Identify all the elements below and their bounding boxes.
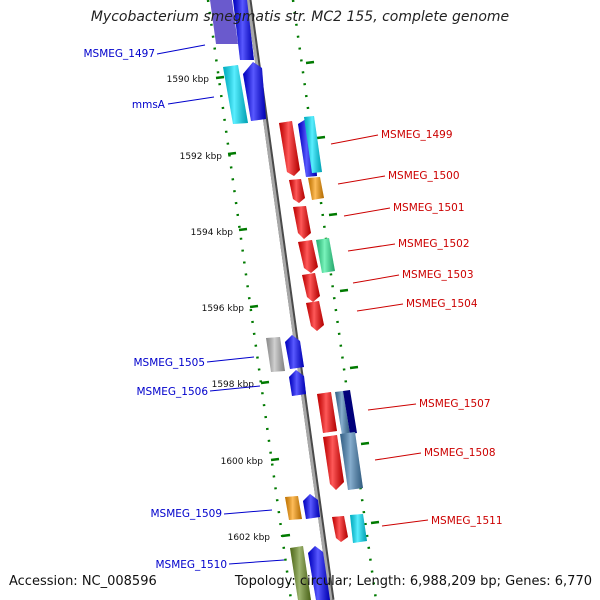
gene-feature[interactable] [266,337,285,372]
kbp-tick-marks [215,75,291,538]
gene-feature[interactable] [306,301,324,331]
genome-summary-text: Topology: circular; Length: 6,988,209 bp… [234,574,592,589]
gene-label[interactable]: MSMEG_1497 [83,48,155,60]
gene-feature[interactable] [343,390,357,434]
gene-feature[interactable] [233,0,254,60]
accession-text: Accession: NC_008596 [9,574,157,589]
gene-label[interactable]: MSMEG_1509 [150,508,222,520]
gene-label[interactable]: MSMEG_1502 [398,238,470,250]
gene-label[interactable]: MSMEG_1499 [381,129,453,141]
gene-feature[interactable] [350,514,367,543]
left-gene-labels: MSMEG_1497 mmsA MSMEG_1505 MSMEG_1506 MS… [83,48,227,571]
gene-label[interactable]: MSMEG_1507 [419,398,491,410]
gene-feature[interactable] [223,65,248,124]
minor-tick-marks [305,60,380,525]
kbp-label: 1602 kbp [228,533,271,543]
gene-label[interactable]: MSMEG_1508 [424,447,496,459]
gene-feature[interactable] [335,391,350,435]
gene-feature[interactable] [308,546,330,600]
gene-feature[interactable] [285,335,304,369]
gene-label[interactable]: MSMEG_1505 [133,357,205,369]
map-title: Mycobacterium smegmatis str. MC2 155, co… [90,9,510,25]
gene-feature[interactable] [317,392,337,433]
gene-feature[interactable] [302,273,320,302]
gene-feature[interactable] [289,179,305,203]
gene-label[interactable]: MSMEG_1500 [388,170,460,182]
scale-track-right [291,0,378,600]
gene-label[interactable]: MSMEG_1510 [155,559,227,571]
gene-feature[interactable] [285,496,302,520]
gene-feature[interactable] [293,206,311,239]
gene-feature[interactable] [210,0,238,44]
kbp-label: 1594 kbp [191,228,234,238]
right-leader-lines [330,134,429,527]
gene-feature[interactable] [332,516,348,542]
scale-track-left [206,0,293,600]
gene-label[interactable]: mmsA [132,99,166,111]
gene-feature[interactable] [279,121,300,176]
gene-feature[interactable] [323,435,344,490]
kbp-label: 1600 kbp [221,457,264,467]
gene-label[interactable]: MSMEG_1503 [402,269,474,281]
gene-feature[interactable] [298,240,318,273]
gene-label[interactable]: MSMEG_1506 [136,386,208,398]
gene-feature[interactable] [243,62,266,121]
gene-label[interactable]: MSMEG_1511 [431,515,503,527]
gene-feature[interactable] [303,494,320,519]
gene-feature[interactable] [340,432,363,490]
gene-features [210,0,367,600]
gene-label[interactable]: MSMEG_1504 [406,298,478,310]
gene-feature[interactable] [304,116,322,173]
right-gene-labels: MSMEG_1499 MSMEG_1500 MSMEG_1501 MSMEG_1… [381,129,503,527]
kbp-label: 1598 kbp [212,380,255,390]
gene-label[interactable]: MSMEG_1501 [393,202,465,214]
left-leader-lines [156,44,285,565]
gene-feature[interactable] [316,238,335,273]
kbp-label: 1590 kbp [167,75,210,85]
gene-feature[interactable] [290,546,311,600]
kbp-label: 1592 kbp [180,152,223,162]
kbp-label: 1596 kbp [202,304,245,314]
gene-feature[interactable] [289,370,306,396]
kbp-tick-labels: 1590 kbp 1592 kbp 1594 kbp 1596 kbp 1598… [167,75,271,543]
gene-feature[interactable] [308,177,324,200]
